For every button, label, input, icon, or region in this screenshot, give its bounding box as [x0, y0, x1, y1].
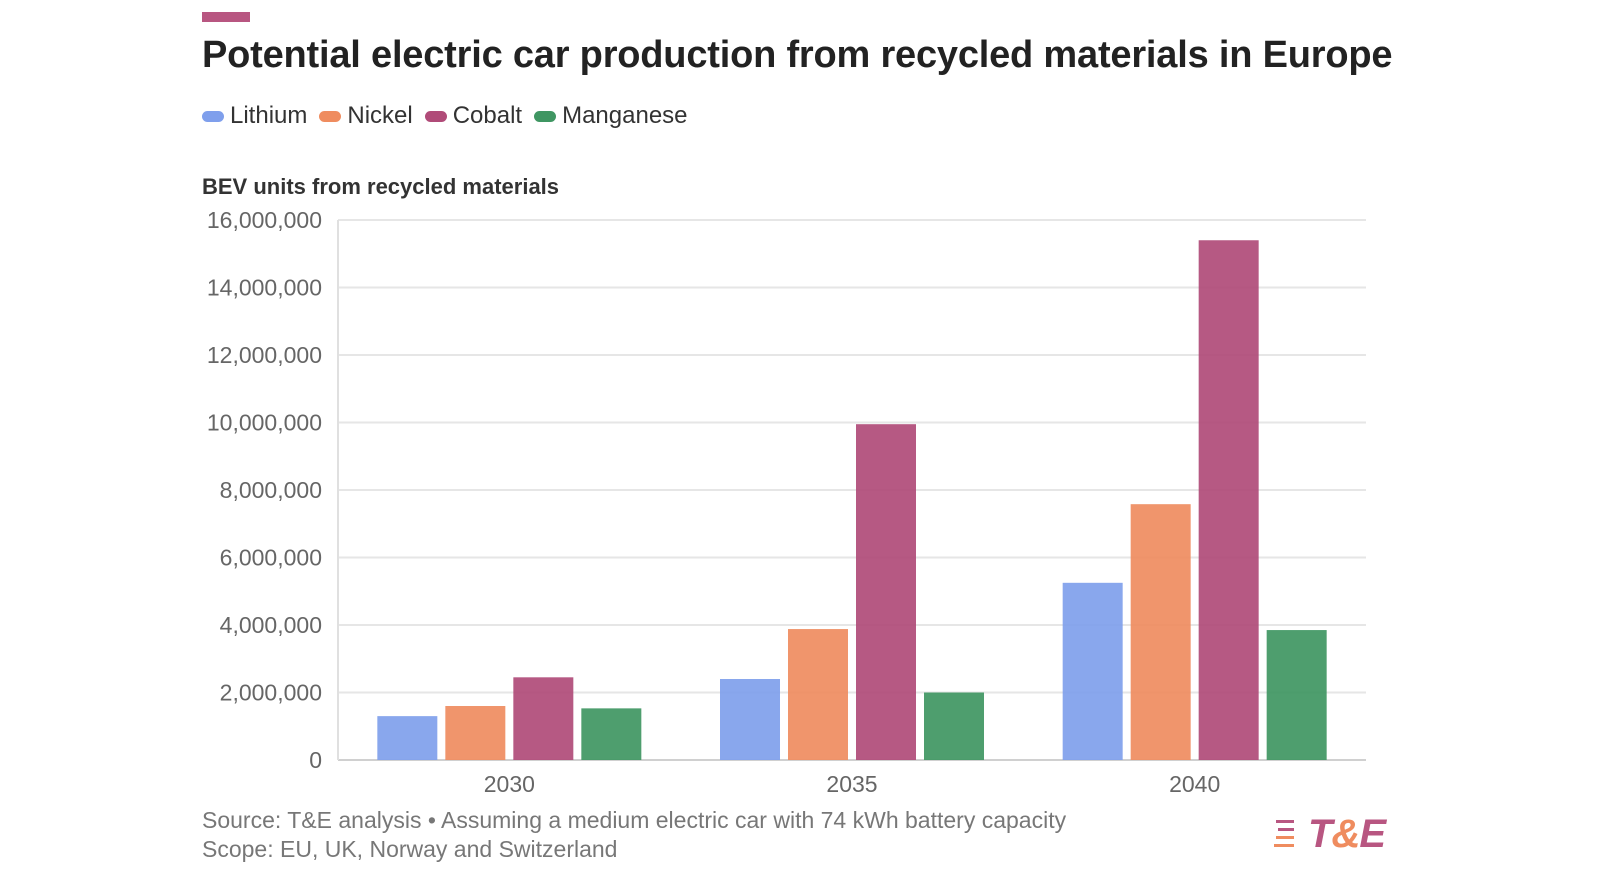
y-tick-label: 2,000,000 — [220, 680, 322, 706]
bar-nickel-2040 — [1130, 504, 1191, 760]
bar-lithium-2035 — [720, 679, 780, 760]
x-tick-label: 2030 — [484, 771, 535, 797]
x-tick-label: 2035 — [826, 771, 877, 797]
legend-item-manganese[interactable]: Manganese — [534, 102, 688, 130]
chart-title: Potential electric car production from r… — [202, 34, 1393, 76]
bar-nickel-2030 — [445, 706, 506, 760]
logo-speed-lines-icon — [1274, 819, 1294, 847]
legend-swatch-nickel — [319, 110, 342, 122]
source-note: Source: T&E analysis • Assuming a medium… — [202, 807, 1067, 833]
y-tick-label: 10,000,000 — [207, 410, 322, 436]
y-tick-label: 8,000,000 — [220, 477, 322, 503]
bar-cobalt-2030 — [513, 677, 574, 760]
legend-item-lithium[interactable]: Lithium — [202, 102, 307, 130]
bar-nickel-2035 — [788, 629, 848, 760]
te-logo: T&E — [1272, 812, 1386, 857]
legend-label-lithium: Lithium — [230, 102, 308, 129]
logo-text: T&E — [1308, 812, 1386, 856]
y-tick-label: 16,000,000 — [207, 207, 322, 233]
x-tick-label: 2040 — [1169, 771, 1220, 797]
bar-manganese-2030 — [581, 708, 642, 760]
legend-item-cobalt[interactable]: Cobalt — [424, 102, 523, 130]
bar-manganese-2035 — [924, 692, 984, 760]
footer: Source: T&E analysis • Assuming a medium… — [202, 806, 1066, 864]
bar-lithium-2030 — [377, 716, 438, 760]
legend-item-nickel[interactable]: Nickel — [319, 102, 413, 130]
legend-label-cobalt: Cobalt — [452, 102, 523, 129]
legend-label-nickel: Nickel — [347, 102, 413, 129]
y-tick-label: 12,000,000 — [207, 342, 322, 368]
y-tick-label: 0 — [309, 747, 322, 773]
title-accent-bar — [202, 12, 250, 22]
bar-lithium-2040 — [1062, 582, 1123, 760]
legend-swatch-manganese — [534, 110, 557, 122]
legend-swatch-lithium — [202, 110, 224, 122]
y-tick-label: 14,000,000 — [207, 275, 322, 301]
bar-manganese-2040 — [1266, 630, 1327, 760]
bar-cobalt-2040 — [1198, 240, 1259, 760]
y-axis-title: BEV units from recycled materials — [202, 174, 560, 199]
y-tick-label: 4,000,000 — [220, 612, 322, 638]
legend: Lithium Nickel Cobalt Manganese — [202, 102, 700, 130]
legend-swatch-cobalt — [424, 110, 447, 122]
y-tick-label: 6,000,000 — [220, 545, 322, 571]
bar-cobalt-2035 — [856, 424, 916, 760]
legend-label-manganese: Manganese — [562, 102, 688, 129]
scope-note: Scope: EU, UK, Norway and Switzerland — [202, 836, 618, 862]
